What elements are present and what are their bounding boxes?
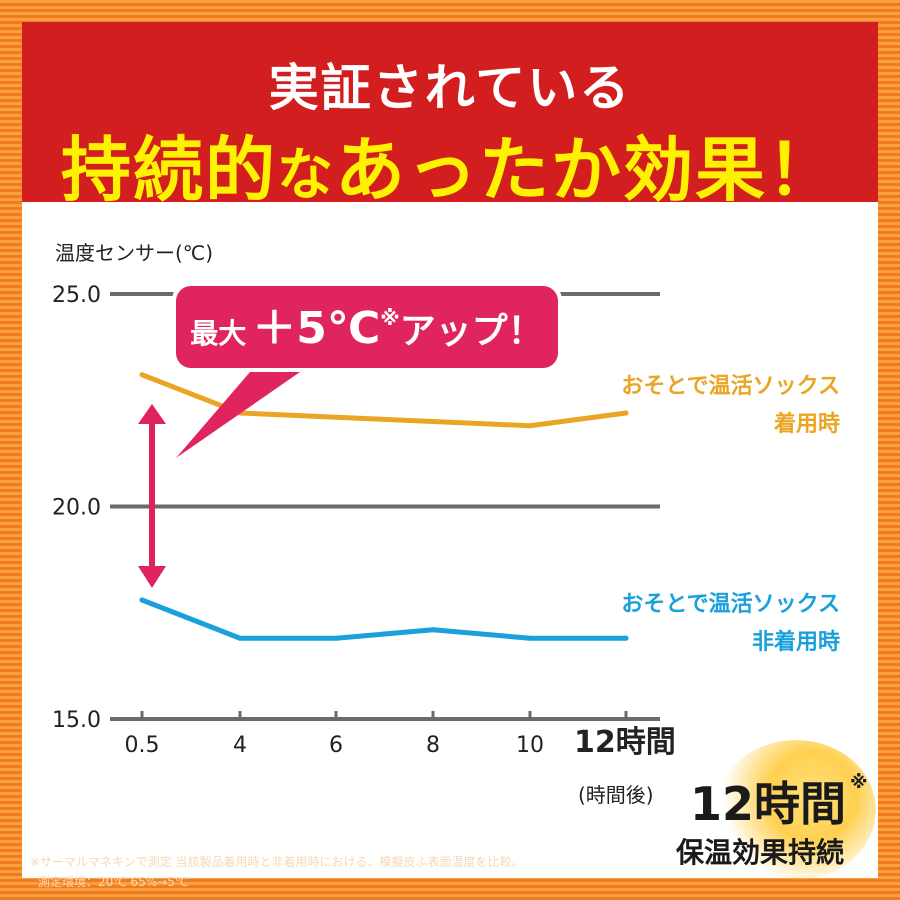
header-banner: 実証されている 持続的なあったか効果！ bbox=[22, 22, 878, 211]
footnote-line1: ※サーマルマネキンで測定 当該製品着用時と非着用時における、模擬皮ふ表面温度を比… bbox=[30, 854, 524, 869]
callout-bubble: 最大 ＋5℃※アップ！ bbox=[172, 282, 562, 458]
x-tick-label: 6 bbox=[329, 733, 343, 758]
data-point bbox=[139, 597, 145, 603]
callout-mark: ※ bbox=[380, 306, 399, 330]
x-tick-label: 4 bbox=[233, 733, 247, 758]
x-tick-label: 8 bbox=[426, 733, 440, 758]
data-point bbox=[237, 635, 243, 641]
x-tick-label: 10 bbox=[516, 733, 544, 758]
y-tick-label: 25.0 bbox=[52, 283, 101, 308]
header-title-line2: 持続的なあったか効果！ bbox=[22, 114, 878, 215]
data-point bbox=[333, 414, 339, 420]
badge-line1: 12時間 bbox=[690, 777, 846, 831]
difference-arrow bbox=[138, 404, 166, 588]
header-title-part-b: な bbox=[277, 143, 335, 208]
data-point bbox=[527, 423, 533, 429]
duration-badge: 12時間 ※ 保温効果持続 bbox=[676, 772, 868, 869]
series-line-not-wearing bbox=[139, 597, 629, 641]
y-tick-label: 20.0 bbox=[52, 496, 101, 521]
data-point bbox=[333, 635, 339, 641]
series-label-wearing-line2: 着用時 bbox=[773, 411, 840, 437]
data-point bbox=[623, 635, 629, 641]
x-tick-label: 12時間 bbox=[574, 725, 676, 760]
series-label-not-wearing-line2: 非着用時 bbox=[752, 629, 840, 655]
data-point bbox=[139, 372, 145, 378]
callout-value: ＋5℃ bbox=[252, 303, 380, 354]
callout-text: 最大 ＋5℃※アップ！ bbox=[190, 303, 543, 354]
x-axis-label: (時間後) bbox=[578, 783, 654, 807]
data-point bbox=[430, 627, 436, 633]
y-axis-label: 温度センサー(℃) bbox=[55, 241, 213, 265]
y-tick-label: 15.0 bbox=[52, 708, 101, 733]
data-point bbox=[623, 410, 629, 416]
badge-glow bbox=[716, 740, 876, 880]
footnote-line2: 測定環境：20℃ 65%→5℃ bbox=[38, 874, 188, 889]
data-point bbox=[527, 635, 533, 641]
series-label-not-wearing-line1: おそとで温活ソックス bbox=[621, 592, 840, 617]
series-label-wearing-line1: おそとで温活ソックス bbox=[621, 374, 840, 399]
header-title-part-c: あったか効果！ bbox=[335, 129, 839, 211]
header-title-part-a: 持続的 bbox=[61, 129, 277, 211]
callout-suffix: アップ！ bbox=[400, 311, 544, 352]
header-title-line1: 実証されている bbox=[268, 59, 632, 117]
callout-prefix: 最大 bbox=[190, 317, 246, 350]
badge-line2: 保温効果持続 bbox=[676, 836, 844, 869]
x-tick-label: 0.5 bbox=[125, 733, 160, 758]
badge-mark: ※ bbox=[850, 772, 868, 793]
data-point bbox=[430, 419, 436, 424]
